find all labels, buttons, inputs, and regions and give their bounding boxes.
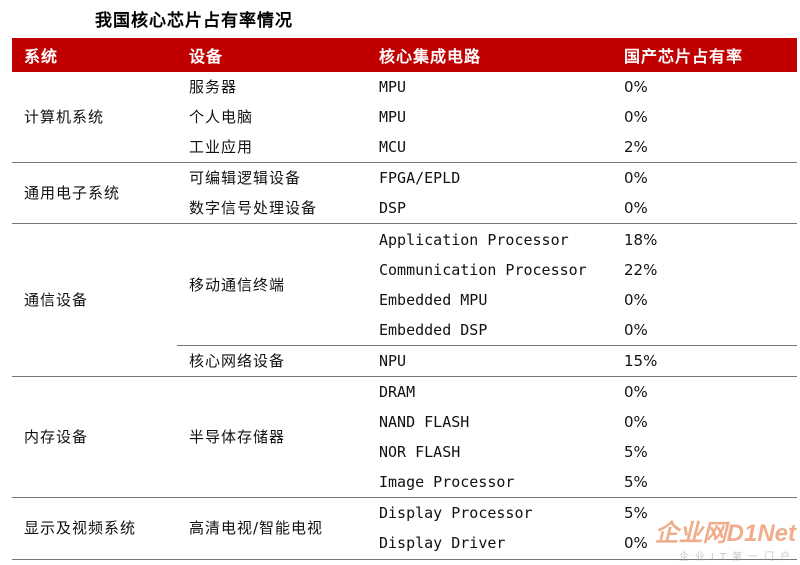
cell-device: 工业应用: [177, 132, 367, 164]
table-row: 核心网络设备 NPU 15%: [12, 345, 797, 377]
table-row: 工业应用 MCU 2%: [12, 132, 797, 164]
cell-system: 通用电子系统: [12, 162, 177, 225]
cell-system: 内存设备: [12, 376, 177, 499]
cell-device: 可编辑逻辑设备: [189, 169, 302, 188]
cell-chip: DSP: [367, 193, 612, 225]
cell-chip: NPU: [367, 345, 612, 377]
cell-device: 服务器: [189, 78, 238, 97]
cell-system: 计算机系统: [12, 72, 177, 164]
cell-device: 移动通信终端: [177, 223, 367, 346]
table-row: Embedded MPU 0%: [12, 285, 797, 315]
cell-chip: NAND FLASH: [379, 413, 470, 432]
cell-system: 通信设备: [12, 223, 177, 377]
cell-device: 个人电脑: [189, 108, 254, 127]
cell-chip: MCU: [367, 132, 612, 164]
watermark-logo: 企业网D1Net 企业IT第一门户: [655, 513, 796, 563]
table-row: 计算机系统 服务器 MPU 0%: [12, 72, 797, 164]
cell-share: 0%: [624, 382, 648, 401]
cell-chip: NOR FLASH: [379, 443, 461, 462]
cell-device: 高清电视/智能电视: [177, 497, 367, 560]
cell-share: 0%: [624, 413, 648, 432]
table-row: 内存设备 半导体存储器 DRAM 0%: [12, 376, 797, 499]
cell-share: 0%: [624, 169, 648, 188]
cell-share: 0%: [624, 78, 648, 97]
cell-share: 15%: [612, 345, 797, 377]
cell-device: 数字信号处理设备: [177, 193, 367, 225]
cell-chip: Communication Processor: [379, 260, 587, 279]
table-row: NAND FLASH 0%: [12, 407, 797, 437]
cell-share: 5%: [624, 443, 648, 462]
cell-share: 22%: [624, 260, 658, 279]
cell-chip: Display Driver: [367, 528, 612, 560]
header-chip: 核心集成电路: [367, 38, 612, 72]
table-header: 系统 设备 核心集成电路 国产芯片占有率: [12, 38, 797, 72]
table-row: 数字信号处理设备 DSP 0%: [12, 193, 797, 225]
cell-chip: MPU: [379, 78, 407, 97]
table-row: 显示及视频系统 高清电视/智能电视 Display Processor 5%: [12, 497, 797, 560]
table-row: Embedded DSP 0%: [12, 314, 797, 346]
table-row: Communication Processor 22%: [12, 255, 797, 285]
cell-share: 0%: [624, 290, 648, 309]
cell-share: 0%: [612, 314, 797, 346]
cell-share: 0%: [612, 528, 797, 560]
page-title: 我国核心芯片占有率情况: [95, 11, 293, 31]
header-device: 设备: [177, 38, 367, 72]
cell-share: 0%: [612, 193, 797, 225]
watermark-sub: 企业IT第一门户: [678, 552, 796, 563]
cell-chip: MPU: [379, 108, 407, 127]
table-row: Image Processor 5%: [12, 467, 797, 499]
table-row: 通用电子系统 可编辑逻辑设备 FPGA/EPLD 0%: [12, 162, 797, 225]
cell-chip: FPGA/EPLD: [379, 169, 461, 188]
cell-chip: Application Processor: [379, 230, 569, 249]
cell-share: 5%: [624, 504, 648, 523]
table-row: 个人电脑 MPU 0%: [12, 102, 797, 132]
table-row: NOR FLASH 5%: [12, 437, 797, 467]
header-row: 系统 设备 核心集成电路 国产芯片占有率: [12, 38, 797, 72]
cell-device: 核心网络设备: [177, 345, 367, 377]
watermark-main: 企业网D1Net: [654, 520, 796, 547]
table-row: 通信设备 移动通信终端 Application Processor 18%: [12, 223, 797, 377]
cell-share: 0%: [624, 108, 648, 127]
chip-share-table-wrapper: 系统 设备 核心集成电路 国产芯片占有率 计算机系统 服务器 MPU 0% 个人电脑 MP…: [12, 38, 797, 560]
header-system: 系统: [12, 38, 177, 72]
cell-chip: Image Processor: [367, 467, 612, 499]
table-row: Display Driver 0%: [12, 528, 797, 560]
cell-chip: Display Processor: [379, 504, 533, 523]
cell-device: 半导体存储器: [177, 376, 367, 499]
cell-chip: DRAM: [379, 382, 416, 401]
header-share: 国产芯片占有率: [612, 38, 797, 72]
table-body: 计算机系统 服务器 MPU 0% 个人电脑 MPU 0% 工业应用 MCU 2% 通用电子系统 可编辑…: [12, 72, 797, 560]
cell-chip: Embedded DSP: [367, 314, 612, 346]
cell-share: 18%: [624, 230, 658, 249]
cell-system: 显示及视频系统: [12, 497, 177, 560]
cell-share: 5%: [612, 467, 797, 499]
chip-share-table: 系统 设备 核心集成电路 国产芯片占有率 计算机系统 服务器 MPU 0% 个人电脑 MP…: [12, 38, 797, 560]
cell-share: 2%: [612, 132, 797, 164]
cell-chip: Embedded MPU: [379, 290, 488, 309]
